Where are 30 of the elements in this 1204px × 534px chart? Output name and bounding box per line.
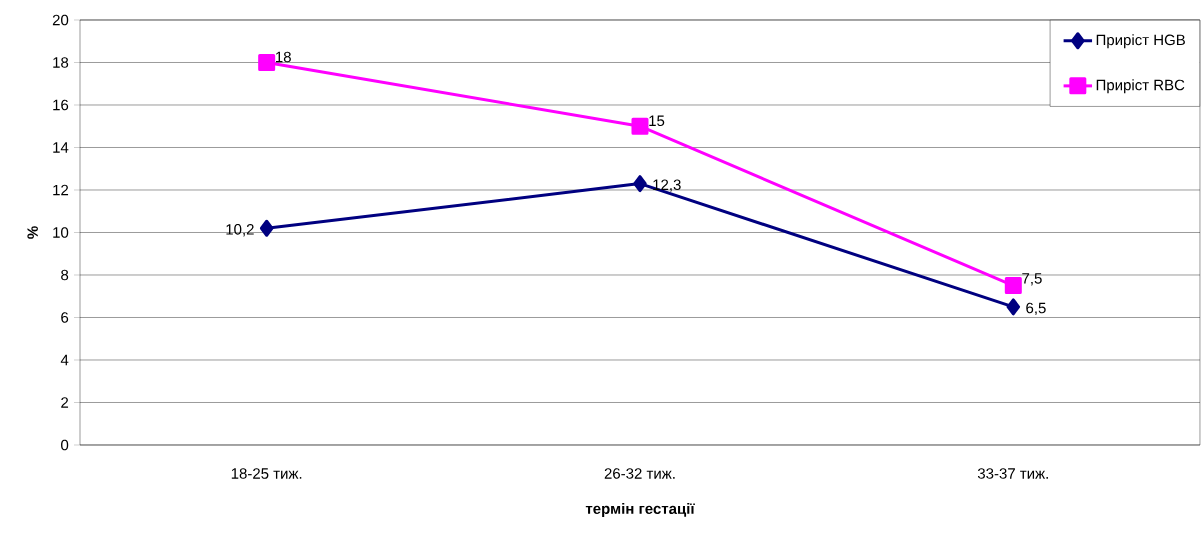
- y-tick-label: 2: [61, 397, 69, 408]
- y-tick-label: 8: [61, 269, 69, 281]
- x-tick-label: 18-25 тиж.: [231, 468, 302, 479]
- legend-label: Приріст HGB: [1096, 34, 1185, 49]
- point: [259, 219, 274, 237]
- y-tick-label: 10: [53, 227, 69, 238]
- y-tick-label: 14: [53, 142, 69, 153]
- point: [258, 53, 276, 71]
- point: [633, 175, 647, 193]
- x-axis-title: термін гестації: [585, 503, 695, 517]
- x-tick-label: 33-37 тиж.: [977, 468, 1048, 479]
- x-tick-label: 26-32 тиж.: [604, 468, 675, 479]
- y-tick-label: 12: [53, 184, 69, 196]
- y-tick-label: 20: [52, 14, 69, 26]
- data-label: 6,5: [1026, 302, 1046, 316]
- point: [1004, 277, 1022, 295]
- data-label: 10,2: [226, 224, 254, 237]
- data-label: 7,5: [1022, 273, 1042, 286]
- y-axis-title: %: [27, 226, 38, 239]
- legend-label: Приріст RBC: [1096, 79, 1185, 94]
- y-tick-label: 16: [53, 99, 69, 111]
- data-label: 18: [276, 51, 291, 63]
- y-tick-label: 6: [61, 312, 69, 323]
- y-tick-label: 0: [61, 439, 69, 451]
- y-tick-label: 18: [53, 57, 69, 68]
- point: [631, 117, 649, 135]
- point: [1006, 298, 1021, 316]
- y-tick-label: 4: [60, 354, 69, 366]
- data-label: 15: [649, 115, 665, 127]
- data-label: 12,3: [653, 179, 681, 192]
